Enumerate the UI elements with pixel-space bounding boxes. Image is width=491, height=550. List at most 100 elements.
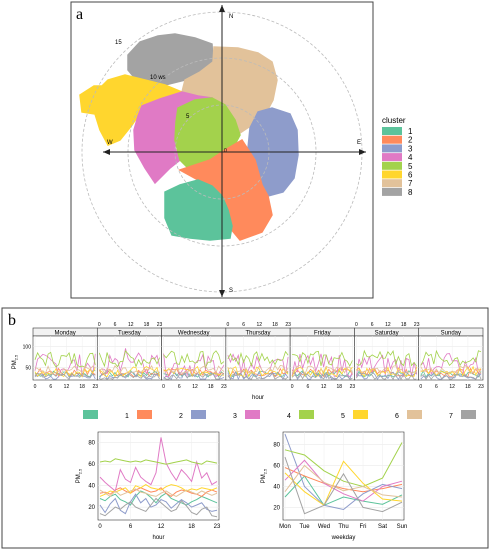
compass-west-label: W: [107, 140, 113, 146]
legend-label-6: 6: [408, 171, 413, 180]
bottom-tick-label: 6: [435, 384, 438, 390]
compass-axes: [103, 5, 366, 297]
x-tick-label: Wed: [318, 524, 330, 530]
legend-swatch-3: [382, 144, 402, 153]
top-tick-label: 23: [285, 322, 291, 328]
series-line-3: [99, 493, 218, 515]
facet-day-label: Wednesday: [178, 331, 210, 337]
series-line-5: [420, 349, 482, 367]
series-line-4: [34, 353, 96, 378]
series-line-4: [99, 437, 218, 492]
legend-label-1: 1: [408, 127, 413, 136]
top-tick-label: 6: [242, 322, 245, 328]
series-legend-swatch-8: [461, 410, 476, 419]
y-tick-label: 80: [273, 443, 280, 449]
panel-b: b Monday Tuesday Wednesday Thursday Friday Sa…: [1, 307, 489, 549]
y-tick-label: 20: [273, 505, 280, 511]
bottom-tick-label: 18: [337, 384, 343, 390]
bottom-tick-label: 18: [465, 384, 471, 390]
series-line-5: [284, 442, 403, 488]
series-line-5: [356, 349, 418, 367]
series-legend-label-1: 1: [125, 413, 129, 420]
series-legend-swatch-6: [353, 410, 368, 419]
top-tick-label: 12: [257, 322, 263, 328]
y-axis-label: PM2.5: [261, 468, 268, 483]
series-line-7: [227, 364, 289, 374]
series-line-5: [163, 350, 225, 369]
facet-day-label: Thursday: [245, 331, 270, 337]
series-line-7: [99, 488, 218, 498]
y-tick-label: 20: [88, 505, 95, 511]
facet-day-label: Sunday: [441, 331, 461, 337]
bottom-tick-label: 6: [306, 384, 309, 390]
bottom-tick-label: 0: [162, 384, 165, 390]
series-line-6: [284, 460, 403, 507]
series-line-7: [163, 365, 225, 374]
y-axis-label: PM2.5: [12, 354, 19, 369]
series-line-4: [99, 348, 160, 375]
legend-label-5: 5: [408, 162, 413, 171]
top-tick-label: 12: [128, 322, 134, 328]
facet-day-label: Saturday: [375, 331, 399, 337]
x-tick-label: Fri: [360, 524, 367, 530]
legend-label-7: 7: [408, 179, 413, 188]
series-legend-swatch-2: [137, 410, 152, 419]
top-tick-label: 18: [272, 322, 278, 328]
series-legend-label-2: 2: [179, 413, 183, 420]
series-legend-label-6: 6: [395, 413, 399, 420]
cluster-region-1: [164, 179, 233, 241]
series-line-5: [227, 350, 289, 368]
series-line-1: [34, 370, 96, 378]
series-line-7: [291, 365, 353, 375]
series-legend-label-7: 7: [449, 413, 453, 420]
series-line-8: [99, 373, 160, 380]
series-line-1: [99, 490, 218, 506]
y-axis-label-sub: 2.5: [263, 468, 268, 474]
bottom-tick-label: 12: [64, 384, 70, 390]
facet-saturday: Saturday: [354, 327, 420, 381]
series-legend-label-4: 4: [287, 413, 291, 420]
hourly-chart: 20 40 60 80 0 6 12 18 23 PM2.5 hour: [76, 431, 221, 541]
top-tick-label: 12: [385, 322, 391, 328]
legend-swatch-1: [382, 127, 402, 135]
series-line-3: [284, 433, 403, 511]
series-line-8: [420, 372, 482, 380]
legend-swatch-4: [382, 153, 402, 162]
y-tick-label: 50: [25, 365, 31, 371]
bottom-tick-label: 6: [49, 384, 52, 390]
series-line-5: [98, 350, 160, 368]
x-tick-label: Tue: [299, 524, 310, 530]
top-tick-label: 18: [401, 322, 407, 328]
y-axis-label-sub: 2.5: [14, 354, 19, 360]
series-legend-label-3: 3: [233, 413, 237, 420]
top-tick-label: 0: [226, 322, 229, 328]
compass-south-label: S: [229, 288, 233, 294]
x-tick-label: Sun: [397, 524, 408, 530]
series-line-8: [99, 497, 218, 518]
top-tick-label: 0: [355, 322, 358, 328]
series-line-4: [284, 459, 403, 502]
facet-tuesday: Tuesday: [96, 327, 162, 381]
facet-thursday: Thursday: [225, 327, 291, 381]
legend-title: cluster: [382, 116, 406, 125]
x-tick-label: Mon: [279, 524, 291, 530]
bottom-tick-label: 12: [192, 384, 198, 390]
polar-cluster-chart: N S W E 5 10 ws 15 0: [79, 5, 366, 297]
bottom-tick-label: 0: [34, 384, 37, 390]
bottom-tick-label: 23: [93, 384, 99, 390]
facet-day-label: Monday: [54, 331, 75, 337]
series-line-7: [420, 364, 482, 375]
series-line-6: [420, 365, 482, 377]
ring-label-10: 10 ws: [150, 75, 166, 81]
x-tick-label: 18: [188, 524, 195, 530]
series-line-6: [34, 367, 96, 378]
bottom-tick-label: 23: [478, 384, 484, 390]
bottom-tick-label: 12: [321, 384, 327, 390]
x-axis-label: weekday: [331, 535, 356, 541]
south-arrow: [219, 290, 225, 297]
x-tick-label: Sat: [378, 524, 387, 530]
series-line-6: [163, 366, 224, 378]
